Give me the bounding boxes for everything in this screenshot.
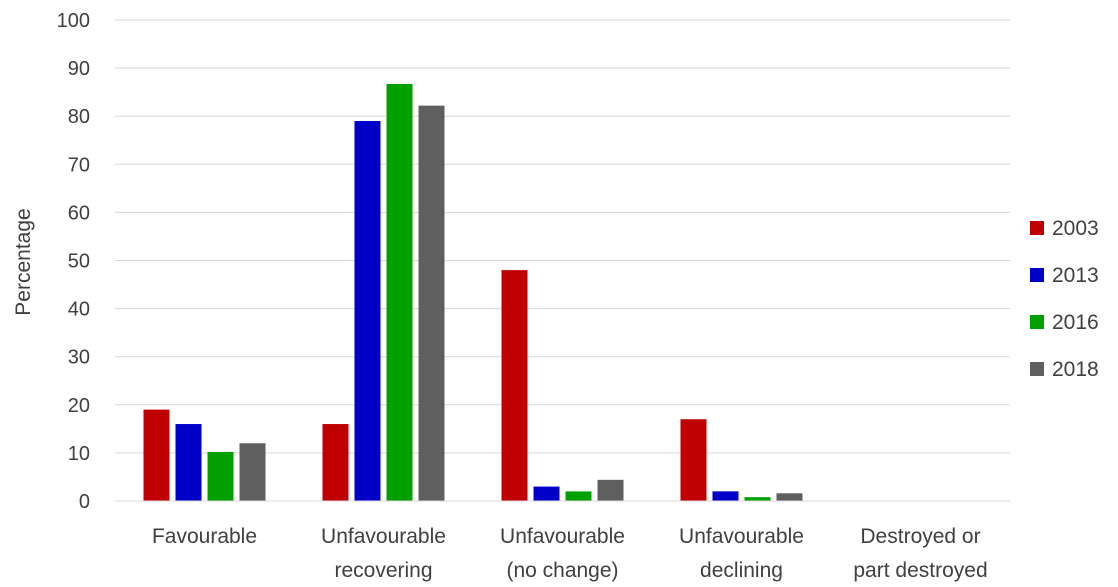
y-tick-label: 80 xyxy=(68,106,90,128)
legend-swatch-2003 xyxy=(1030,221,1044,235)
bar-2016-cat-0 xyxy=(208,452,234,501)
bar-2013-cat-2 xyxy=(534,487,560,501)
x-category-label: Destroyed or xyxy=(860,525,980,548)
bar-2016-cat-1 xyxy=(387,84,413,501)
x-category-label: part destroyed xyxy=(853,559,987,582)
legend-label: 2003 xyxy=(1052,217,1099,240)
y-tick-label: 0 xyxy=(79,491,90,513)
y-tick-label: 70 xyxy=(68,154,90,176)
y-tick-label: 90 xyxy=(68,58,90,80)
y-tick-label: 50 xyxy=(68,251,90,273)
bar-2016-cat-3 xyxy=(745,497,771,501)
x-category-label: Unfavourable xyxy=(321,525,446,548)
y-axis-label: Percentage xyxy=(12,208,35,315)
legend-swatch-2013 xyxy=(1030,268,1044,282)
x-category-label: Unfavourable xyxy=(679,525,804,548)
bars xyxy=(144,84,803,501)
x-category-label: declining xyxy=(700,559,783,582)
y-tick-label: 40 xyxy=(68,299,90,321)
bar-2003-cat-1 xyxy=(323,424,349,501)
bar-2013-cat-1 xyxy=(355,121,381,501)
x-category-label: Favourable xyxy=(152,525,257,548)
gridlines xyxy=(115,20,1010,453)
bar-2003-cat-3 xyxy=(681,419,707,501)
bar-2003-cat-0 xyxy=(144,410,170,501)
bar-2018-cat-1 xyxy=(419,106,445,501)
bar-2018-cat-0 xyxy=(240,443,266,501)
bar-2013-cat-3 xyxy=(713,491,739,501)
legend-swatch-2018 xyxy=(1030,362,1044,376)
bar-2016-cat-2 xyxy=(566,491,592,501)
legend-label: 2013 xyxy=(1052,264,1099,287)
bar-2018-cat-2 xyxy=(598,480,624,501)
bar-2013-cat-0 xyxy=(176,424,202,501)
legend-label: 2016 xyxy=(1052,311,1099,334)
legend: 2003 2013 2016 2018 xyxy=(1030,217,1099,381)
y-axis-ticks: 0 10 20 30 40 50 60 70 80 90 100 xyxy=(57,10,90,513)
y-tick-label: 20 xyxy=(68,395,90,417)
x-category-label: (no change) xyxy=(506,559,618,582)
x-category-label: Unfavourable xyxy=(500,525,625,548)
bar-2003-cat-2 xyxy=(502,270,528,501)
y-tick-label: 10 xyxy=(68,443,90,465)
y-tick-label: 30 xyxy=(68,347,90,369)
x-category-label: recovering xyxy=(334,559,432,582)
legend-label: 2018 xyxy=(1052,358,1099,381)
bar-2018-cat-3 xyxy=(777,493,803,501)
y-tick-label: 100 xyxy=(57,10,90,32)
legend-swatch-2016 xyxy=(1030,315,1044,329)
y-tick-label: 60 xyxy=(68,202,90,224)
x-axis-categories: Favourable Unfavourable recovering Unfavour… xyxy=(152,525,988,582)
